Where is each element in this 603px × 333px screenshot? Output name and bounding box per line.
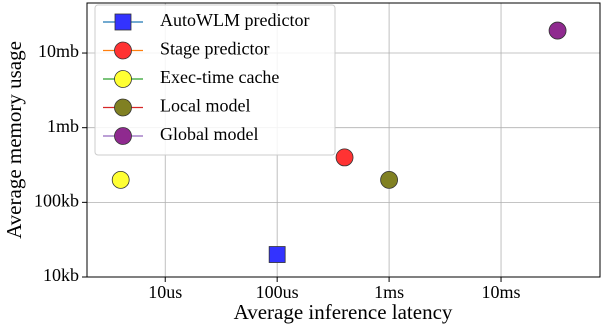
legend-marker <box>114 41 132 60</box>
legend-label: Stage predictor <box>160 39 269 59</box>
data-point <box>548 21 567 40</box>
data-point <box>268 246 286 263</box>
data-point <box>380 170 398 189</box>
legend-marker <box>114 127 132 145</box>
data-point <box>335 148 354 167</box>
x-axis-label: Average inference latency <box>234 300 453 324</box>
y-tick-label: 100kb <box>34 190 79 210</box>
y-axis-label: Average memory usage <box>2 41 26 239</box>
legend-label: Local model <box>160 96 250 116</box>
y-tick-label: 10mb <box>38 41 79 61</box>
x-tick-label: 100us <box>256 282 299 302</box>
legend-label: Exec-time cache <box>160 67 279 87</box>
legend-marker <box>114 98 132 117</box>
legend-label: AutoWLM predictor <box>160 10 309 30</box>
legend-box <box>94 4 336 156</box>
data-point <box>111 170 130 189</box>
x-tick-label: 10us <box>148 282 182 302</box>
plot-frame <box>86 2 601 278</box>
y-tick-label: 10kb <box>43 265 79 285</box>
x-tick-label: 10ms <box>482 282 521 302</box>
legend-marker <box>114 70 132 88</box>
x-tick-label: 1ms <box>374 282 404 302</box>
y-tick-label: 1mb <box>47 116 79 136</box>
legend-marker <box>114 13 132 31</box>
legend-label: Global model <box>160 124 258 144</box>
